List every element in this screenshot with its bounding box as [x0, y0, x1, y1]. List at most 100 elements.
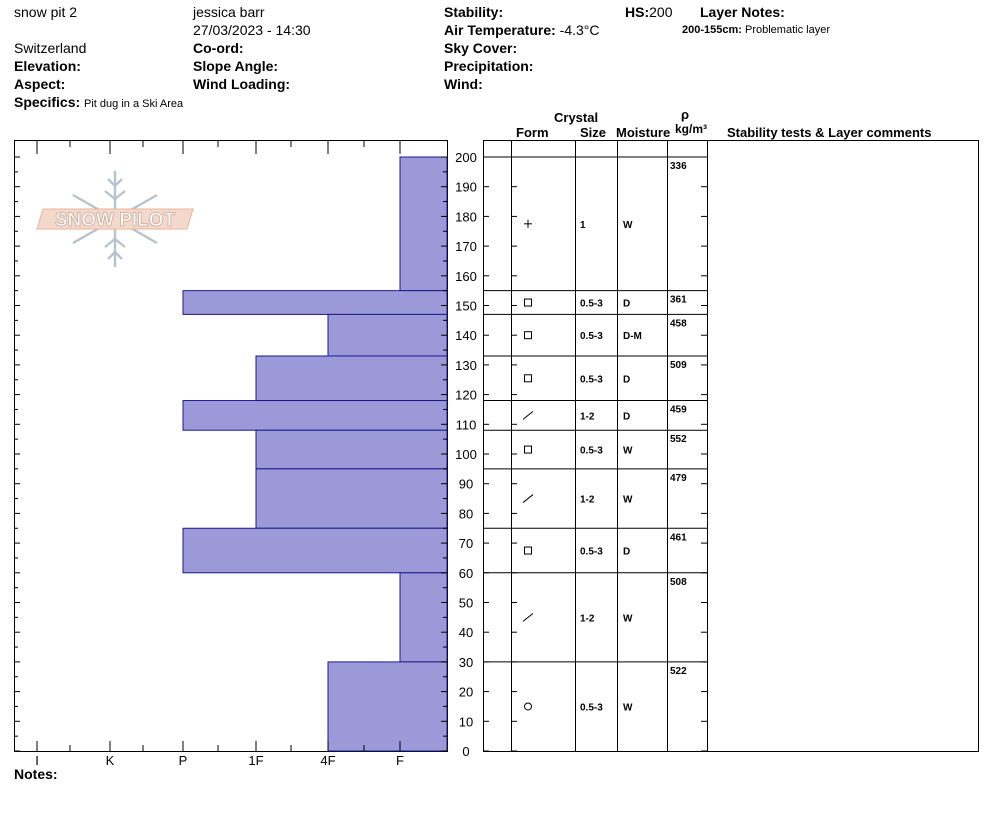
moisture-value: D-M	[623, 331, 642, 342]
moisture-header: Moisture	[616, 125, 671, 140]
depth-tick-label: 150	[455, 299, 477, 314]
depth-tick-label: 0	[462, 744, 469, 759]
chart-ticks: 0 10 20 30 40 50 60 70 80 90 100 110 120 130 140 150 160…	[14, 140, 707, 759]
depth-tick-label: 90	[459, 477, 473, 492]
slash-icon	[522, 612, 534, 622]
snowpilot-logo: SNOW PILOT	[36, 171, 194, 267]
depth-tick-label: 180	[455, 209, 477, 224]
logo-text: SNOW PILOT	[55, 210, 176, 231]
specifics-value: Pit dug in a Ski Area	[84, 98, 184, 110]
air-temperature: Air Temperature: -4.3°C	[444, 22, 600, 38]
depth-tick-label: 170	[455, 239, 477, 254]
moisture-value: W	[623, 446, 633, 457]
density-value: 461	[670, 532, 687, 543]
stability-tests-header: Stability tests & Layer comments	[727, 125, 932, 140]
moisture-value: W	[623, 702, 633, 713]
crystal-size: 0.5-3	[580, 446, 603, 457]
hardness-bar	[255, 355, 448, 402]
hardness-axis-label: 1F	[248, 753, 263, 768]
notes-label: Notes:	[14, 766, 58, 782]
circle-icon	[524, 702, 532, 711]
hardness-bar	[327, 661, 448, 752]
specifics: Specifics: Pit dug in a Ski Area	[14, 94, 183, 110]
density-unit: kg/m³	[675, 122, 708, 136]
hardness-bar	[182, 527, 448, 574]
square-icon	[524, 374, 532, 383]
stability-label: Stability:	[444, 4, 504, 20]
density-value: 458	[670, 318, 687, 329]
density-value: 361	[670, 295, 687, 306]
crystal-size: 1	[580, 220, 586, 231]
crystal-size: 0.5-3	[580, 702, 603, 713]
crystal-size: 1-2	[580, 495, 595, 506]
depth-tick-label: 190	[455, 180, 477, 195]
depth-tick-label: 110	[456, 417, 477, 432]
crystal-size: 0.5-3	[580, 299, 603, 310]
moisture-value: W	[623, 613, 633, 624]
moisture-value: D	[623, 547, 630, 558]
precipitation-label: Precipitation:	[444, 58, 534, 74]
air-temperature-value: -4.3°C	[559, 22, 600, 38]
depth-tick-label: 140	[455, 328, 477, 343]
hardness-axis-label: P	[179, 753, 188, 768]
hardness-bar	[399, 572, 448, 663]
hardness-bar	[399, 156, 448, 292]
layer-rows: 1 W 336 0.5-3 D 361 0.5-3 D-M 458 0.5-3 D 509 1-2 D 45…	[483, 156, 707, 713]
form-header: Form	[516, 125, 549, 140]
density-value: 552	[670, 434, 687, 445]
density-value: 479	[670, 473, 687, 484]
specifics-label: Specifics:	[14, 94, 81, 110]
hardness-axis-label: K	[106, 753, 115, 768]
moisture-value: D	[623, 299, 630, 310]
hardness-axis-label: 4F	[320, 753, 335, 768]
observation-datetime: 27/03/2023 - 14:30	[193, 22, 311, 38]
layer-notes-label: Layer Notes:	[700, 4, 785, 20]
depth-tick-label: 160	[455, 269, 477, 284]
density-value: 509	[670, 360, 687, 371]
logo-banner	[36, 208, 194, 230]
crystal-size: 0.5-3	[580, 374, 603, 385]
depth-tick-label: 100	[455, 447, 477, 462]
hardness-bar	[182, 400, 448, 431]
depth-tick-label: 50	[459, 596, 473, 611]
layer-table-frame	[483, 140, 979, 752]
depth-tick-label: 30	[459, 655, 473, 670]
observer-name: jessica barr	[193, 4, 265, 20]
depth-tick-label: 80	[459, 506, 473, 521]
hardness-axis-labels: I K P 1F 4F F	[35, 753, 404, 768]
hs-label: HS:	[625, 4, 650, 20]
depth-tick-label: 70	[459, 536, 473, 551]
depth-tick-label: 130	[455, 358, 477, 373]
pit-name: snow pit 2	[14, 4, 78, 20]
hs-value: 200	[649, 4, 673, 20]
elevation-label: Elevation:	[14, 58, 81, 74]
hardness-axis-label: F	[396, 753, 404, 768]
hardness-bar	[255, 429, 448, 470]
hardness-bar	[327, 313, 448, 357]
depth-tick-label: 120	[455, 388, 477, 403]
square-icon	[524, 298, 532, 307]
moisture-value: W	[623, 220, 633, 231]
density-symbol: ρ	[681, 107, 690, 122]
wind-loading-label: Wind Loading:	[193, 76, 291, 92]
aspect-label: Aspect:	[14, 76, 66, 92]
slash-icon	[522, 410, 534, 420]
hardness-bar	[255, 468, 448, 529]
moisture-value: D	[623, 411, 630, 422]
hardness-bar	[182, 290, 448, 315]
location: Switzerland	[14, 40, 87, 56]
crystal-size: 1-2	[580, 411, 595, 422]
depth-tick-label: 60	[459, 566, 473, 581]
slope-angle-label: Slope Angle:	[193, 58, 279, 74]
plus-icon	[524, 219, 532, 228]
air-temperature-label: Air Temperature:	[444, 22, 556, 38]
layer-note-text: Problematic layer	[745, 24, 830, 36]
depth-tick-label: 20	[459, 685, 473, 700]
sky-cover-label: Sky Cover:	[444, 40, 518, 56]
square-icon	[524, 546, 532, 555]
hs: HS:200	[625, 4, 672, 20]
layer-note-range: 200-155cm:	[682, 24, 742, 36]
density-value: 336	[670, 161, 687, 172]
slash-icon	[522, 494, 534, 503]
hardness-bars	[182, 156, 448, 752]
